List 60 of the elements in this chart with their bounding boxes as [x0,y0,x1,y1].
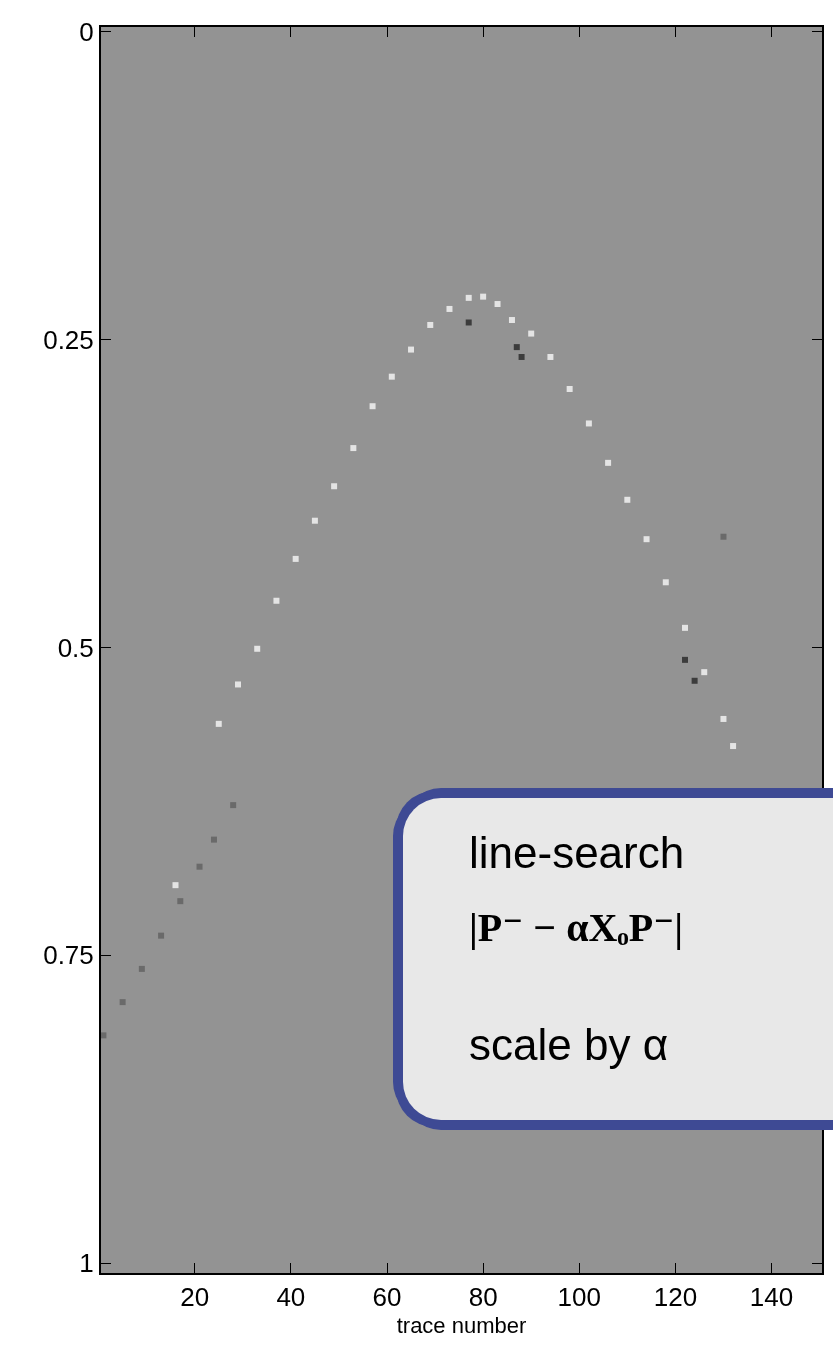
x-tick-label: 140 [749,1282,794,1313]
point [528,330,535,337]
point [730,743,737,750]
point [311,517,318,524]
y-tick-label: 0.75 [43,940,94,971]
point [566,385,573,392]
y-tick-label: 1 [79,1248,94,1279]
point [234,681,241,688]
point [662,579,669,586]
point [605,459,612,466]
x-tick-label: 40 [276,1282,306,1313]
y-tick-label: 0.25 [43,324,94,355]
annotation: scale by α [469,1020,669,1070]
y-tick-label: 0.5 [57,632,94,663]
point [158,932,165,939]
point [408,346,415,353]
point [691,677,698,684]
point [682,656,689,663]
x-axis-title: trace number [396,1312,527,1338]
point [196,863,203,870]
point [494,301,501,308]
point [624,496,631,503]
point [230,802,237,809]
point [138,965,145,972]
annotation: line-search [469,828,685,878]
point [446,305,453,312]
point [508,317,515,324]
point [369,403,376,410]
point [101,1032,107,1039]
point [210,836,217,843]
point [215,720,222,727]
point [465,294,472,301]
x-tick-label: 80 [468,1282,498,1313]
point [518,353,525,360]
x-tick-label: 60 [372,1282,402,1313]
point [720,533,727,540]
point [331,483,338,490]
point [513,344,520,351]
point [254,645,261,652]
x-tick-label: 100 [557,1282,601,1313]
point [119,999,126,1006]
x-tick-label: 20 [180,1282,210,1313]
point [350,445,357,452]
x-tick-label: 120 [653,1282,698,1313]
point [480,293,487,300]
point [585,420,592,427]
point [682,624,689,631]
point [547,353,554,360]
point [427,321,434,328]
point [172,882,179,889]
annotation: |P⁻ − αXₒP⁻| [469,904,684,951]
point [465,319,472,326]
point [643,536,650,543]
point [720,715,727,722]
point [388,373,395,380]
y-tick-label: 0 [79,17,94,48]
point [292,555,299,562]
point [273,597,280,604]
point [177,898,184,905]
point [701,669,708,676]
